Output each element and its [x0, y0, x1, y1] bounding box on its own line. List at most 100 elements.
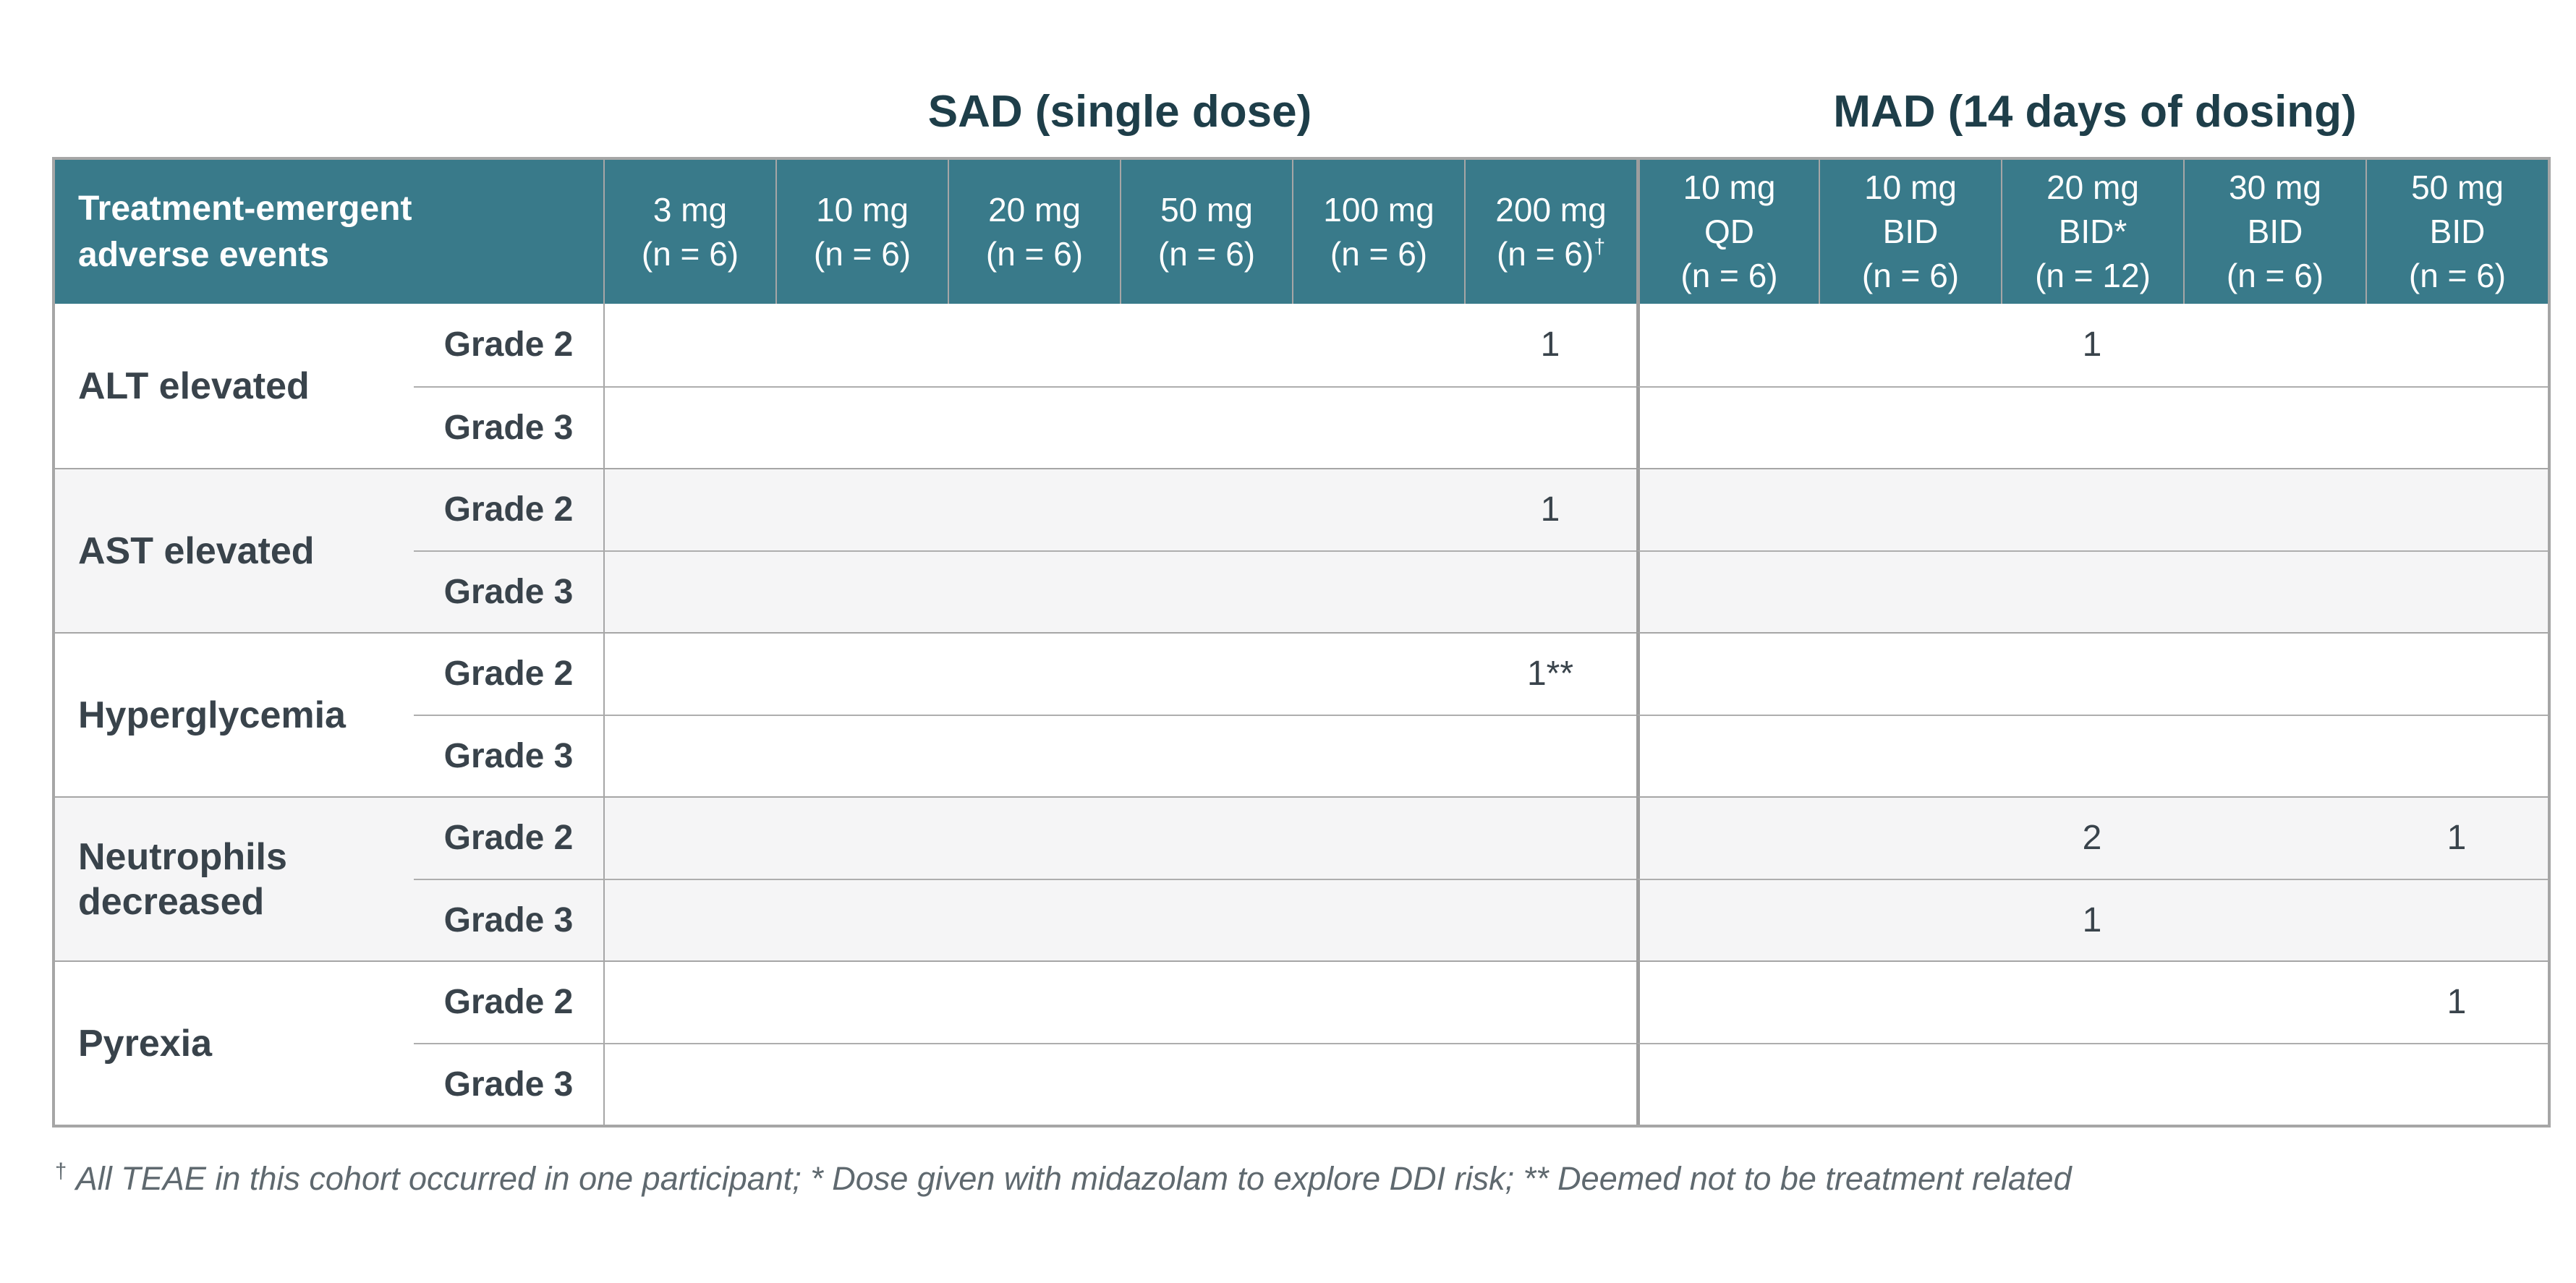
value-cell: [775, 714, 948, 797]
value-cell: [2365, 1042, 2548, 1125]
value-cell: [2183, 960, 2365, 1043]
value-cell: 1: [2365, 960, 2548, 1043]
event-name-cell: Pyrexia: [55, 960, 414, 1125]
value-cell: [948, 468, 1120, 550]
header-mad-20mg-bid: 20 mg BID* (n = 12): [2001, 160, 2183, 304]
value-cell: [775, 878, 948, 960]
value-cell: [948, 385, 1120, 469]
sad-group-title: SAD (single dose): [927, 87, 1312, 137]
footnote: † All TEAE in this cohort occurred in on…: [55, 1148, 2072, 1197]
value-cell: [1120, 878, 1292, 960]
value-cell: [1464, 550, 1636, 632]
value-cell: [948, 714, 1120, 797]
grade-label-cell: Grade 3: [414, 714, 603, 797]
value-cell: [1120, 468, 1292, 550]
value-cell: [2365, 878, 2548, 960]
value-cell: [1120, 1042, 1292, 1125]
value-cell: [1464, 796, 1636, 879]
value-cell: [2183, 304, 2365, 386]
value-cell: [1636, 632, 1819, 715]
grade-label-cell: Grade 2: [414, 960, 603, 1043]
header-treatment-emergent-adverse-events: Treatment-emergent adverse events: [55, 160, 603, 304]
value-cell: [2365, 385, 2548, 469]
value-cell: [1819, 468, 2001, 550]
header-mad-10mg-qd: 10 mg QD (n = 6): [1636, 160, 1819, 304]
value-cell: [2183, 796, 2365, 879]
value-cell: [2001, 468, 2183, 550]
value-cell: [1819, 385, 2001, 469]
value-cell: [2183, 878, 2365, 960]
value-cell: [1636, 1042, 1819, 1125]
value-cell: [2183, 714, 2365, 797]
value-cell: [775, 632, 948, 715]
grade-label-cell: Grade 2: [414, 632, 603, 715]
value-cell: [1120, 714, 1292, 797]
value-cell: [603, 960, 775, 1043]
value-cell: [1292, 304, 1464, 386]
value-cell: [1636, 385, 1819, 468]
value-cell: [1636, 550, 1819, 632]
value-cell: [1120, 960, 1292, 1043]
value-cell: [603, 632, 775, 715]
value-cell: [1120, 304, 1292, 386]
value-cell: [2183, 385, 2365, 469]
grade-label-cell: Grade 2: [414, 468, 603, 550]
value-cell: [1819, 304, 2001, 386]
value-cell: [1819, 714, 2001, 797]
value-cell: [2001, 714, 2183, 797]
value-cell: [2001, 632, 2183, 715]
value-cell: [2365, 304, 2548, 386]
header-sad-200mg: 200 mg (n = 6)†: [1464, 160, 1636, 304]
value-cell: [1292, 960, 1464, 1043]
grade-label-cell: Grade 3: [414, 550, 603, 632]
value-cell: [2365, 632, 2548, 715]
value-cell: [1120, 385, 1292, 469]
grade-label-cell: Grade 3: [414, 878, 603, 960]
value-cell: [2183, 1042, 2365, 1125]
header-first-line2: adverse events: [78, 235, 329, 274]
grade-label-cell: Grade 3: [414, 385, 603, 469]
value-cell: [1464, 960, 1636, 1043]
value-cell: 1: [2082, 325, 2102, 365]
value-cell: [603, 550, 775, 632]
value-cell: [1464, 1042, 1636, 1125]
value-cell: [948, 632, 1120, 715]
value-cell: [1292, 714, 1464, 797]
value-cell: [2183, 550, 2365, 632]
value-cell: [2365, 550, 2548, 632]
value-cell: [775, 304, 948, 386]
value-cell: [1292, 632, 1464, 715]
value-cell: [775, 960, 948, 1043]
value-cell: [2365, 714, 2548, 797]
value-cell: [603, 304, 775, 386]
value-cell: [948, 550, 1120, 632]
value-cell: [1464, 385, 1636, 469]
grade-label-cell: Grade 2: [443, 325, 574, 365]
header-sad-3mg: 3 mg (n = 6): [603, 160, 775, 304]
value-cell: [1819, 632, 2001, 715]
value-cell: [603, 714, 775, 796]
value-cell: 2: [2001, 796, 2183, 879]
header-mad-10mg-bid: 10 mg BID (n = 6): [1819, 160, 2001, 304]
value-cell: [2001, 550, 2183, 632]
value-cell: [775, 796, 948, 879]
value-cell: 1**: [1464, 632, 1636, 715]
value-cell: [1292, 550, 1464, 632]
value-cell: [948, 878, 1120, 960]
value-cell: 1: [2001, 878, 2183, 960]
value-cell: [775, 385, 948, 469]
value-cell: [2183, 468, 2365, 550]
value-cell: [948, 960, 1120, 1043]
value-cell: [1636, 714, 1819, 796]
value-cell: [775, 550, 948, 632]
event-name-cell: AST elevated: [55, 468, 414, 632]
footnote-dagger-icon: †: [55, 1160, 67, 1183]
value-cell: [948, 796, 1120, 879]
value-cell: [603, 878, 775, 960]
value-cell: [1636, 304, 1819, 386]
value-cell: [1636, 878, 1819, 960]
value-cell: [2001, 960, 2183, 1043]
header-mad-50mg-bid: 50 mg BID (n = 6): [2365, 160, 2548, 304]
value-cell: [1819, 1042, 2001, 1125]
